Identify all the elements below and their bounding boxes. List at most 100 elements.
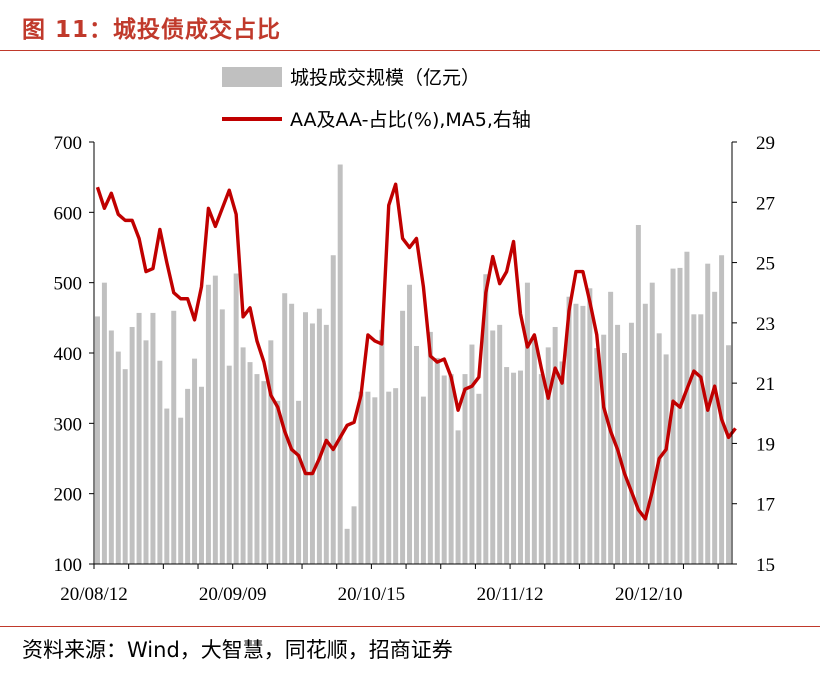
legend: 城投成交规模（亿元） AA及AA-占比(%),MA5,右轴 <box>222 67 531 131</box>
bar <box>261 381 267 564</box>
right-tick-label: 27 <box>756 193 775 214</box>
bar <box>663 354 669 564</box>
title-divider <box>0 50 820 51</box>
bar <box>566 296 572 564</box>
bar <box>351 506 357 564</box>
left-tick-label: 700 <box>54 133 83 154</box>
bar <box>233 273 239 564</box>
bar <box>372 397 378 564</box>
bar <box>344 528 350 564</box>
bar <box>677 267 683 564</box>
left-tick-label: 600 <box>54 203 83 224</box>
left-tick-label: 200 <box>54 485 83 506</box>
right-tick-label: 25 <box>756 254 775 275</box>
bar <box>545 347 551 564</box>
bar <box>337 164 343 564</box>
bar <box>219 309 225 564</box>
left-tick-label: 300 <box>54 414 83 435</box>
bar <box>524 282 530 564</box>
bar <box>136 312 142 564</box>
bar <box>483 274 489 564</box>
bar <box>517 370 523 564</box>
bar <box>150 312 156 564</box>
bar <box>705 263 711 564</box>
bar <box>538 374 544 564</box>
source-divider <box>0 626 820 627</box>
bar <box>143 340 149 564</box>
bar <box>316 308 322 564</box>
bar <box>309 323 315 564</box>
left-tick-label: 500 <box>54 274 83 295</box>
bar <box>205 284 211 564</box>
bar <box>455 430 461 564</box>
bar <box>642 303 648 564</box>
bar <box>712 291 718 564</box>
x-tick-label: 20/11/12 <box>477 584 544 605</box>
bar <box>490 330 496 564</box>
bar <box>407 284 413 564</box>
bar <box>462 374 468 564</box>
legend-swatch-bar <box>222 67 282 87</box>
right-tick-label: 29 <box>756 133 775 154</box>
bar <box>289 303 295 564</box>
bar <box>497 324 503 564</box>
figure-title: 图 11：城投债成交占比 <box>22 17 282 43</box>
bar <box>296 400 302 564</box>
bar <box>115 351 121 564</box>
bar <box>122 369 128 564</box>
right-tick-label: 23 <box>756 314 775 335</box>
left-tick-label: 400 <box>54 344 83 365</box>
bar <box>511 372 517 564</box>
right-tick-label: 21 <box>756 374 775 395</box>
bar <box>212 275 218 564</box>
bar <box>615 324 621 564</box>
legend-label-bar: 城投成交规模（亿元） <box>290 67 480 89</box>
bar <box>303 312 308 564</box>
bar <box>656 333 662 564</box>
bar <box>108 330 114 564</box>
bar <box>698 314 704 564</box>
source-note: 资料来源：Wind，大智慧，同花顺，招商证券 <box>22 638 453 662</box>
bar <box>400 310 406 564</box>
line-series-layer <box>95 182 737 521</box>
bar <box>94 316 100 564</box>
bar <box>649 282 655 564</box>
bar <box>441 375 447 564</box>
bar <box>434 357 440 564</box>
bar <box>552 326 558 564</box>
bar <box>559 361 565 564</box>
bar <box>573 303 579 564</box>
bar <box>635 224 641 565</box>
bar <box>393 388 399 564</box>
bar <box>240 347 246 564</box>
x-tick-label: 20/12/10 <box>615 584 683 605</box>
line-series <box>95 182 737 521</box>
bar <box>684 251 690 564</box>
bar <box>386 391 392 564</box>
bar <box>157 360 163 564</box>
bar <box>670 268 676 564</box>
legend-label-line: AA及AA-占比(%),MA5,右轴 <box>290 109 531 131</box>
bar <box>226 365 232 564</box>
bar <box>726 345 732 564</box>
x-tick-label: 20/10/15 <box>338 584 406 605</box>
right-tick-label: 17 <box>756 495 775 516</box>
left-tick-label: 100 <box>54 555 83 576</box>
bar <box>587 288 593 564</box>
bar <box>268 340 274 564</box>
axes: 100 200 300 400 500 600 700 15 17 19 21 23 25 27 29 20/… <box>54 133 776 605</box>
bar <box>171 310 177 564</box>
bar <box>379 329 385 564</box>
bar <box>580 305 586 564</box>
bar <box>101 282 107 564</box>
bar <box>719 255 725 565</box>
bar <box>469 344 475 564</box>
bar <box>198 386 204 564</box>
right-tick-label: 19 <box>756 434 775 455</box>
bar <box>358 391 364 564</box>
bar <box>275 400 281 564</box>
bar <box>601 334 607 564</box>
bar <box>531 336 537 564</box>
bar <box>254 374 260 564</box>
bar <box>594 348 600 564</box>
